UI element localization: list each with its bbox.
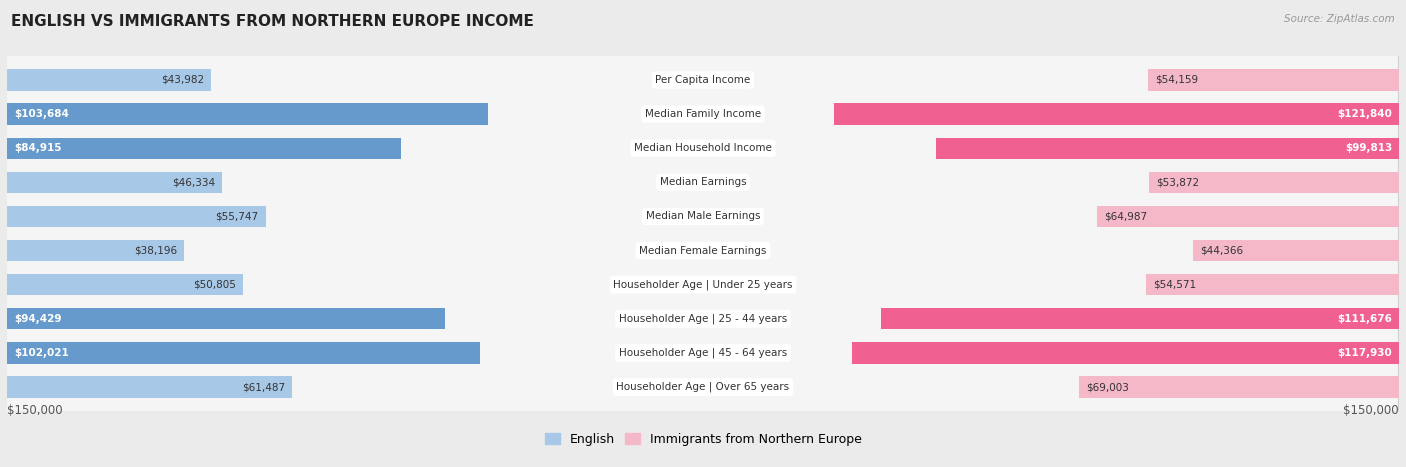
Text: $55,747: $55,747 bbox=[215, 212, 259, 221]
Text: Householder Age | 45 - 64 years: Householder Age | 45 - 64 years bbox=[619, 348, 787, 358]
Text: Per Capita Income: Per Capita Income bbox=[655, 75, 751, 85]
Text: $99,813: $99,813 bbox=[1344, 143, 1392, 153]
Text: $44,366: $44,366 bbox=[1201, 246, 1243, 255]
Text: Median Earnings: Median Earnings bbox=[659, 177, 747, 187]
FancyBboxPatch shape bbox=[4, 0, 1399, 467]
Text: Median Family Income: Median Family Income bbox=[645, 109, 761, 119]
Bar bbox=[7, 342, 481, 363]
Text: $150,000: $150,000 bbox=[1343, 404, 1399, 417]
Text: $50,805: $50,805 bbox=[193, 280, 236, 290]
Bar bbox=[1146, 274, 1399, 295]
Bar bbox=[1078, 376, 1399, 398]
FancyBboxPatch shape bbox=[4, 0, 1399, 467]
Text: $111,676: $111,676 bbox=[1337, 314, 1392, 324]
FancyBboxPatch shape bbox=[4, 0, 1399, 467]
Text: $103,684: $103,684 bbox=[14, 109, 69, 119]
Text: $54,159: $54,159 bbox=[1154, 75, 1198, 85]
Text: $94,429: $94,429 bbox=[14, 314, 62, 324]
Text: $69,003: $69,003 bbox=[1085, 382, 1129, 392]
FancyBboxPatch shape bbox=[4, 0, 1399, 467]
FancyBboxPatch shape bbox=[4, 0, 1399, 467]
Legend: English, Immigrants from Northern Europe: English, Immigrants from Northern Europe bbox=[540, 428, 866, 451]
FancyBboxPatch shape bbox=[4, 0, 1399, 467]
Bar bbox=[936, 138, 1399, 159]
Text: $121,840: $121,840 bbox=[1337, 109, 1392, 119]
Bar bbox=[1147, 69, 1399, 91]
Bar bbox=[7, 240, 184, 261]
Text: $150,000: $150,000 bbox=[7, 404, 63, 417]
FancyBboxPatch shape bbox=[4, 0, 1399, 467]
Bar bbox=[1149, 172, 1399, 193]
Text: Median Female Earnings: Median Female Earnings bbox=[640, 246, 766, 255]
Text: $38,196: $38,196 bbox=[134, 246, 177, 255]
FancyBboxPatch shape bbox=[4, 0, 1399, 467]
Bar bbox=[7, 308, 446, 329]
FancyBboxPatch shape bbox=[4, 0, 1399, 467]
Bar bbox=[7, 172, 222, 193]
Bar bbox=[7, 274, 243, 295]
Text: Median Household Income: Median Household Income bbox=[634, 143, 772, 153]
Text: $53,872: $53,872 bbox=[1156, 177, 1199, 187]
Text: Source: ZipAtlas.com: Source: ZipAtlas.com bbox=[1284, 14, 1395, 24]
Text: $43,982: $43,982 bbox=[162, 75, 204, 85]
Bar bbox=[7, 104, 488, 125]
Bar bbox=[7, 376, 292, 398]
Text: ENGLISH VS IMMIGRANTS FROM NORTHERN EUROPE INCOME: ENGLISH VS IMMIGRANTS FROM NORTHERN EURO… bbox=[11, 14, 534, 29]
Bar bbox=[1194, 240, 1399, 261]
Text: Median Male Earnings: Median Male Earnings bbox=[645, 212, 761, 221]
Text: $84,915: $84,915 bbox=[14, 143, 62, 153]
Text: Householder Age | Under 25 years: Householder Age | Under 25 years bbox=[613, 279, 793, 290]
Bar bbox=[1098, 206, 1399, 227]
FancyBboxPatch shape bbox=[4, 0, 1399, 467]
Text: $117,930: $117,930 bbox=[1337, 348, 1392, 358]
Text: Householder Age | 25 - 44 years: Householder Age | 25 - 44 years bbox=[619, 313, 787, 324]
Text: $61,487: $61,487 bbox=[242, 382, 285, 392]
Bar bbox=[7, 138, 401, 159]
Text: $54,571: $54,571 bbox=[1153, 280, 1197, 290]
Bar bbox=[7, 69, 211, 91]
Bar bbox=[834, 104, 1399, 125]
Text: $64,987: $64,987 bbox=[1104, 212, 1147, 221]
Bar bbox=[7, 206, 266, 227]
Bar bbox=[852, 342, 1399, 363]
Text: $102,021: $102,021 bbox=[14, 348, 69, 358]
Text: Householder Age | Over 65 years: Householder Age | Over 65 years bbox=[616, 382, 790, 392]
Bar bbox=[880, 308, 1399, 329]
Text: $46,334: $46,334 bbox=[172, 177, 215, 187]
